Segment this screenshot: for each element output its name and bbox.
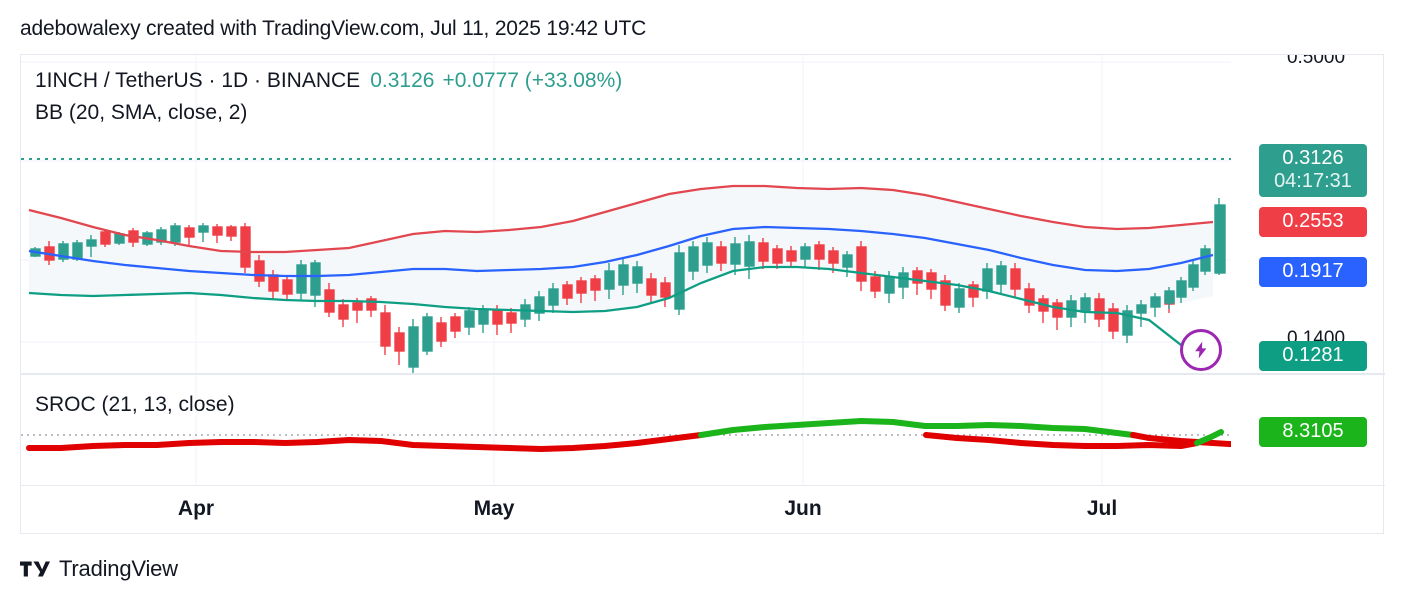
price-pane[interactable]: 1INCH / TetherUS · 1D · BINANCE 0.3126 +0.… [21, 55, 1385, 373]
bb-upper-badge[interactable]: 0.2553 [1259, 207, 1367, 237]
bb-indicator-legend[interactable]: BB (20, SMA, close, 2) [35, 101, 248, 124]
sroc-line-negative-right [1130, 432, 1231, 448]
bb-fill-area [29, 186, 1213, 313]
time-axis[interactable]: Apr May Jun Jul [21, 486, 1385, 533]
sroc-plot-area[interactable] [21, 375, 1231, 485]
bb-lower-line [28, 265, 1202, 366]
sroc-pane[interactable]: SROC (21, 13, close) 8.3105 [21, 375, 1385, 485]
pane-separator[interactable] [21, 373, 1385, 375]
footer-branding[interactable]: TradingView [20, 556, 178, 582]
time-tick-jun: Jun [784, 497, 822, 520]
time-tick-jul: Jul [1086, 497, 1118, 520]
symbol-legend: 1INCH / TetherUS · 1D · BINANCE 0.3126 +0.… [35, 69, 622, 93]
sroc-line-positive [698, 418, 1136, 438]
sroc-indicator-legend[interactable]: SROC (21, 13, close) [35, 393, 235, 416]
symbol-title: 1INCH / TetherUS · 1D · BINANCE [35, 69, 361, 92]
lightning-bolt-glyph [1195, 341, 1207, 359]
legend-change: +0.0777 (+33.08%) [442, 69, 623, 92]
bb-basis-badge[interactable]: 0.1917 [1259, 257, 1367, 287]
chart-frame: 1INCH / TetherUS · 1D · BINANCE 0.3126 +0.… [20, 54, 1385, 534]
lightning-bolt-icon[interactable] [1180, 329, 1222, 371]
sroc-vertical-gridlines [195, 375, 1103, 485]
last-price-badge[interactable]: 0.3126 04:17:31 [1259, 144, 1367, 197]
attribution-text: adebowalexy created with TradingView.com… [20, 17, 647, 40]
bb-lower-badge[interactable]: 0.1281 [1259, 341, 1367, 371]
footer-brand-text: TradingView [59, 556, 178, 581]
bb-basis-line [28, 225, 1214, 278]
price-tick-0-5000: 0.5000 [1286, 55, 1346, 68]
tradingview-logo-icon [20, 561, 50, 577]
price-plot-area[interactable] [21, 55, 1231, 373]
countdown-value: 04:17:31 [1274, 170, 1352, 192]
sroc-value-badge[interactable]: 8.3105 [1259, 417, 1367, 447]
time-axis-separator [21, 485, 1385, 486]
last-price-value: 0.3126 [1282, 147, 1344, 169]
time-tick-may: May [473, 497, 515, 520]
bb-upper-line [28, 184, 1214, 254]
sroc-plot-svg [21, 375, 1231, 485]
candlestick-series [30, 198, 1226, 373]
legend-last-price: 0.3126 [370, 69, 435, 92]
sroc-line-negative-left [26, 432, 704, 452]
sroc-line-final-up [1194, 429, 1224, 446]
sroc-line-segment-b [923, 432, 1200, 449]
time-tick-apr: Apr [177, 497, 215, 520]
price-plot-svg [21, 55, 1231, 373]
